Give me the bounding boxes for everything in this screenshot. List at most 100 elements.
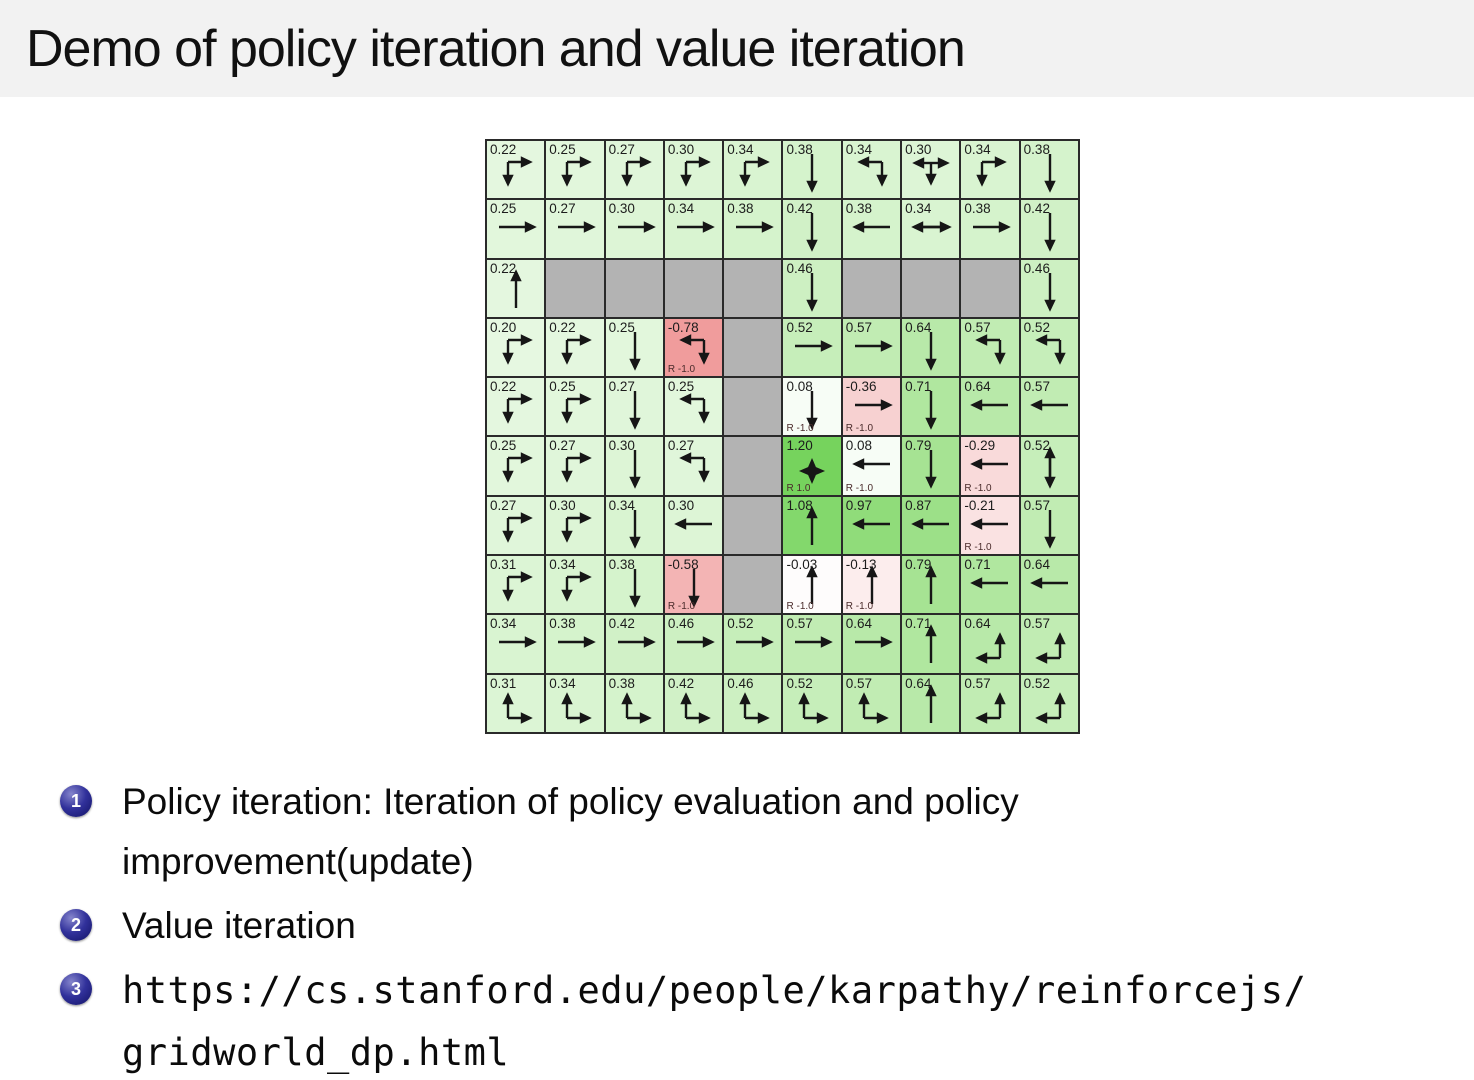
state-value: 0.34	[727, 142, 754, 157]
policy-arrow-icon	[795, 636, 834, 649]
grid-cell: 0.30	[663, 140, 724, 200]
gridworld: 0.22 0.25 0.27 0.30 0.34 0.38 0.34 0.30 0.34 0.38…	[485, 139, 1080, 734]
state-value: -0.29	[964, 438, 996, 454]
state-value: 0.25	[490, 201, 517, 217]
reward-label: R -1.0	[845, 601, 874, 613]
reward-label: R 1.0	[786, 482, 811, 494]
state-value: 0.64	[1023, 557, 1050, 573]
grid-cell: 0.87	[901, 495, 961, 556]
policy-arrow-icon	[628, 331, 641, 371]
state-value: 0.27	[490, 497, 517, 513]
state-value: 0.22	[490, 142, 517, 157]
policy-arrow-icon	[854, 399, 893, 411]
grid-cell: 0.38	[1019, 140, 1079, 200]
state-value: 0.57	[1023, 616, 1050, 632]
state-value: 0.34	[490, 616, 517, 632]
grid-cell: 0.52	[782, 673, 842, 733]
grid-cell: 0.08 R -1.0	[841, 436, 902, 496]
state-value: 0.30	[667, 497, 695, 513]
grid-cell: 0.52	[1019, 673, 1079, 733]
grid-cell: 0.64	[1019, 555, 1079, 615]
policy-arrow-icon	[739, 691, 770, 724]
reward-label: R -1.0	[964, 542, 992, 554]
grid-cell: 0.38	[960, 199, 1020, 259]
wall-cell	[960, 258, 1020, 318]
state-value: 0.52	[786, 675, 813, 691]
bullet-text: Policy iteration: Iteration of policy ev…	[122, 772, 1019, 892]
grid-cell: 1.08	[782, 495, 842, 556]
state-value: 0.30	[608, 201, 635, 217]
grid-cell: 1.20 R 1.0	[782, 436, 842, 496]
grid-cell: 0.79	[901, 436, 961, 496]
wall-cell	[723, 555, 783, 615]
state-value: 0.34	[549, 675, 576, 691]
grid-cell: 0.30	[901, 140, 961, 200]
policy-arrow-icon	[970, 399, 1009, 411]
state-value: 0.46	[667, 616, 695, 632]
policy-arrow-icon	[620, 691, 652, 724]
policy-arrow-icon	[561, 393, 593, 424]
grid-cell: 0.25	[663, 377, 724, 437]
policy-arrow-icon	[620, 156, 652, 187]
state-value: 0.22	[490, 260, 517, 276]
policy-arrow-icon	[502, 393, 533, 424]
state-value: -0.36	[845, 379, 877, 395]
state-value: 0.71	[964, 557, 991, 573]
state-value: 0.64	[964, 616, 991, 632]
policy-arrow-icon	[806, 565, 819, 605]
grid-cell: 0.34	[841, 140, 902, 200]
url-line[interactable]: gridworld_dp.html	[122, 1031, 510, 1074]
policy-arrow-icon	[561, 512, 593, 543]
wall-cell	[841, 258, 902, 318]
state-value: -0.58	[667, 557, 699, 573]
state-value: -0.13	[845, 557, 877, 573]
grid-cell: 0.57	[841, 673, 902, 733]
policy-arrow-icon	[866, 565, 878, 605]
policy-arrow-icon	[1029, 577, 1068, 589]
policy-arrow-icon	[925, 683, 937, 723]
policy-arrow-icon	[628, 509, 641, 549]
grid-cell: 0.34	[604, 495, 664, 556]
policy-arrow-icon	[510, 268, 522, 308]
grid-cell: 0.27	[663, 436, 724, 496]
grid-cell: -0.58 R -1.0	[663, 555, 724, 615]
wall-cell	[545, 258, 605, 318]
grid-cell: 0.52	[1019, 436, 1079, 496]
state-value: 0.52	[727, 616, 754, 632]
state-value: 0.30	[905, 142, 932, 157]
policy-arrow-icon	[561, 452, 593, 484]
policy-arrow-icon	[1029, 399, 1068, 411]
state-value: 0.08	[786, 379, 813, 395]
grid-cell: 0.71	[901, 614, 961, 674]
grid-cell: 0.52	[723, 614, 783, 674]
state-value: 0.30	[549, 497, 576, 513]
state-value: 0.38	[608, 557, 635, 573]
demo-url-link[interactable]: https://cs.stanford.edu/people/karpathy/…	[122, 960, 1306, 1080]
state-value: 0.57	[845, 675, 873, 691]
state-value: 0.71	[905, 379, 932, 395]
state-value: 0.27	[549, 438, 576, 454]
state-value: 0.25	[667, 379, 695, 395]
grid-cell: 0.42	[1019, 199, 1079, 259]
reward-label: R -1.0	[667, 364, 696, 376]
grid-cell: 0.25	[486, 199, 546, 259]
state-value: 0.64	[845, 616, 873, 632]
policy-arrow-icon	[975, 334, 1007, 365]
reward-label: R -1.0	[845, 423, 874, 435]
grid-cell: 0.38	[604, 555, 664, 615]
grid-cell: -0.21 R -1.0	[960, 495, 1020, 556]
policy-arrow-icon	[806, 272, 819, 312]
grid-cell: 0.57	[1019, 495, 1079, 556]
policy-arrow-icon	[925, 331, 937, 371]
state-value: 0.34	[667, 201, 695, 217]
policy-arrow-icon	[806, 505, 819, 545]
grid-cell: 0.30	[545, 495, 605, 556]
grid-cell: 0.30	[663, 495, 724, 556]
url-line[interactable]: https://cs.stanford.edu/people/karpathy/…	[122, 969, 1307, 1012]
policy-arrow-icon	[679, 393, 710, 424]
grid-cell: 0.31	[486, 555, 546, 615]
policy-arrow-icon	[911, 221, 952, 233]
state-value: -0.21	[964, 497, 996, 513]
grid-cell: 0.64	[960, 614, 1020, 674]
